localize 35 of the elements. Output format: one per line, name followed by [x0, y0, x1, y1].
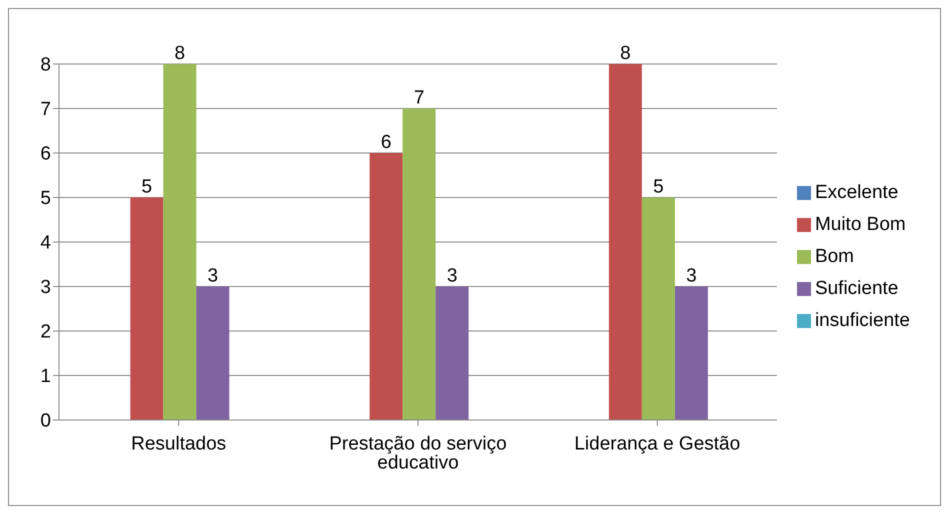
legend-label: insuficiente: [814, 310, 910, 331]
y-tick-label: 2: [40, 322, 51, 343]
y-tick-label: 6: [40, 144, 51, 165]
y-tick-label: 3: [40, 277, 51, 298]
legend-label: Suficiente: [814, 278, 898, 299]
y-tick-label: 8: [40, 54, 51, 76]
y-tick-label: 1: [40, 366, 51, 388]
bar: [196, 286, 230, 420]
data-label: 8: [174, 43, 186, 64]
bar: [402, 108, 436, 420]
legend-label: Bom: [814, 246, 854, 267]
data-label: 5: [142, 176, 152, 198]
data-label: 3: [208, 266, 218, 286]
y-tick-label: 5: [40, 188, 51, 210]
bar: [370, 153, 403, 420]
x-tick-label: Resultados: [131, 433, 226, 454]
y-tick-label: 0: [40, 410, 51, 432]
y-tick-label: 4: [40, 232, 52, 254]
y-tick-label: 7: [40, 99, 51, 120]
bar: [608, 64, 642, 420]
data-label: 8: [620, 43, 631, 64]
bar: [436, 286, 469, 420]
x-tick-label: Prestação do serviço educativo: [329, 433, 507, 474]
x-tick-label: Liderança e Gestão: [574, 433, 740, 454]
bar: [163, 64, 196, 420]
bar: [130, 198, 164, 420]
data-label: 7: [414, 88, 424, 108]
data-label: 6: [380, 132, 392, 153]
data-label: 3: [686, 266, 697, 286]
bar: [642, 198, 675, 420]
legend-label: Excelente: [814, 182, 898, 203]
bar: [674, 286, 708, 420]
data-label: 3: [446, 266, 458, 286]
legend-label: Muito Bom: [814, 214, 906, 235]
data-label: 5: [653, 176, 664, 198]
